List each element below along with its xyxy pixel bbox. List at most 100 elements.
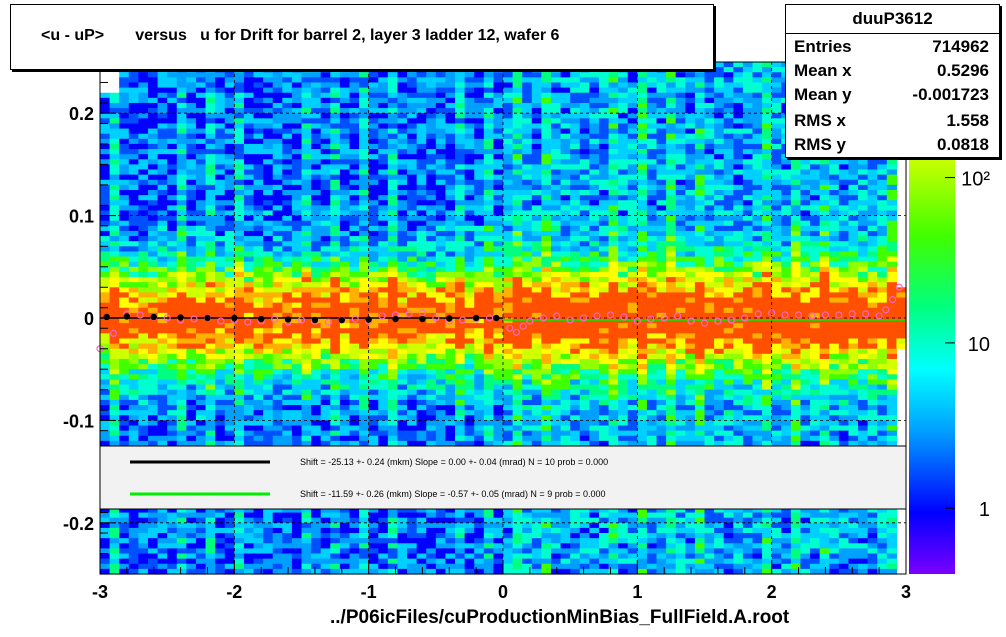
heatmap-cell	[416, 164, 427, 171]
heatmap-cell	[483, 82, 495, 89]
heatmap-cell	[694, 236, 706, 242]
heatmap-cell	[886, 200, 898, 206]
heatmap-cell	[550, 364, 562, 370]
heatmap-cell	[445, 241, 456, 247]
heatmap-cell	[781, 159, 792, 165]
heatmap-cell	[368, 333, 379, 340]
heatmap-cell	[512, 271, 523, 278]
heatmap-cell	[359, 266, 370, 273]
heatmap-cell	[637, 154, 648, 160]
heatmap-cell	[330, 277, 341, 283]
heatmap-cell	[157, 77, 168, 84]
heatmap-cell	[330, 292, 341, 299]
heatmap-cell	[339, 169, 351, 176]
heatmap-cell	[512, 266, 523, 273]
heatmap-cell	[387, 102, 399, 109]
heatmap-cell	[714, 149, 725, 155]
heatmap-cell	[570, 261, 581, 268]
heatmap-cell	[685, 323, 696, 329]
heatmap-cell	[618, 302, 629, 309]
heatmap-cell	[320, 118, 331, 125]
heatmap-cell	[608, 123, 619, 130]
heatmap-cell	[253, 210, 264, 217]
heatmap-cell	[416, 159, 427, 165]
heatmap-cell	[656, 97, 667, 104]
heatmap-cell	[263, 210, 274, 217]
heatmap-cell	[646, 230, 658, 237]
heatmap-cell	[167, 277, 178, 283]
heatmap-cell	[810, 307, 821, 314]
heatmap-cell	[167, 108, 178, 114]
heatmap-cell	[301, 358, 312, 365]
heatmap-cell	[752, 261, 763, 268]
heatmap-cell	[147, 307, 159, 314]
heatmap-cell	[618, 190, 629, 196]
heatmap-cell	[407, 164, 418, 171]
heatmap-cell	[752, 353, 763, 360]
heatmap-cell	[426, 200, 437, 206]
heatmap-cell	[522, 108, 533, 114]
heatmap-cell	[810, 251, 821, 258]
heatmap-cell	[598, 179, 610, 186]
heatmap-cell	[339, 277, 351, 283]
heatmap-cell	[733, 323, 744, 329]
heatmap-cell	[349, 369, 360, 375]
heatmap-cell	[550, 169, 562, 176]
heatmap-cell	[282, 220, 293, 227]
heatmap-cell	[311, 123, 322, 130]
heatmap-cell	[397, 149, 408, 155]
heatmap-cell	[464, 251, 475, 258]
heatmap-cell	[474, 307, 485, 314]
heatmap-cell	[186, 220, 197, 227]
heatmap-cell	[215, 251, 226, 258]
heatmap-cell	[272, 266, 283, 273]
heatmap-cell	[100, 102, 111, 109]
heatmap-cell	[550, 97, 562, 104]
heatmap-cell	[263, 190, 274, 196]
heatmap-cell	[704, 143, 715, 150]
heatmap-cell	[829, 348, 840, 355]
heatmap-cell	[694, 72, 706, 78]
heatmap-cell	[531, 179, 542, 186]
heatmap-cell	[445, 87, 456, 94]
heatmap-cell	[167, 200, 178, 206]
heatmap-cell	[445, 236, 456, 242]
heatmap-cell	[176, 271, 187, 278]
heatmap-cell	[723, 169, 734, 176]
heatmap-cell	[455, 246, 466, 253]
heatmap-cell	[762, 271, 773, 278]
heatmap-cell	[503, 241, 514, 247]
heatmap-cell	[714, 312, 725, 319]
heatmap-cell	[205, 205, 216, 212]
heatmap-cell	[243, 271, 255, 278]
heatmap-cell	[464, 205, 475, 212]
heatmap-cell	[186, 364, 197, 370]
heatmap-cell	[723, 230, 734, 237]
heatmap-cell	[579, 72, 590, 78]
heatmap-cell	[445, 102, 456, 109]
heatmap-cell	[128, 282, 139, 288]
heatmap-cell	[416, 225, 427, 232]
heatmap-cell	[877, 169, 888, 176]
heatmap-cell	[339, 338, 351, 345]
heatmap-cell	[886, 220, 898, 227]
heatmap-cell	[838, 312, 850, 319]
heatmap-cell	[752, 358, 763, 365]
heatmap-cell	[819, 312, 830, 319]
heatmap-cell	[234, 220, 245, 227]
heatmap-cell	[589, 133, 600, 140]
heatmap-cell	[790, 287, 802, 293]
heatmap-cell	[426, 108, 437, 114]
heatmap-cell	[407, 169, 418, 176]
heatmap-cell	[186, 113, 197, 119]
heatmap-cell	[589, 97, 600, 104]
heatmap-cell	[483, 159, 495, 165]
heatmap-cell	[320, 251, 331, 258]
heatmap-cell	[589, 215, 600, 222]
heatmap-cell	[426, 358, 437, 365]
heatmap-cell	[810, 200, 821, 206]
heatmap-cell	[215, 179, 226, 186]
heatmap-cell	[733, 195, 744, 201]
heatmap-cell	[810, 358, 821, 365]
heatmap-cell	[205, 169, 216, 176]
